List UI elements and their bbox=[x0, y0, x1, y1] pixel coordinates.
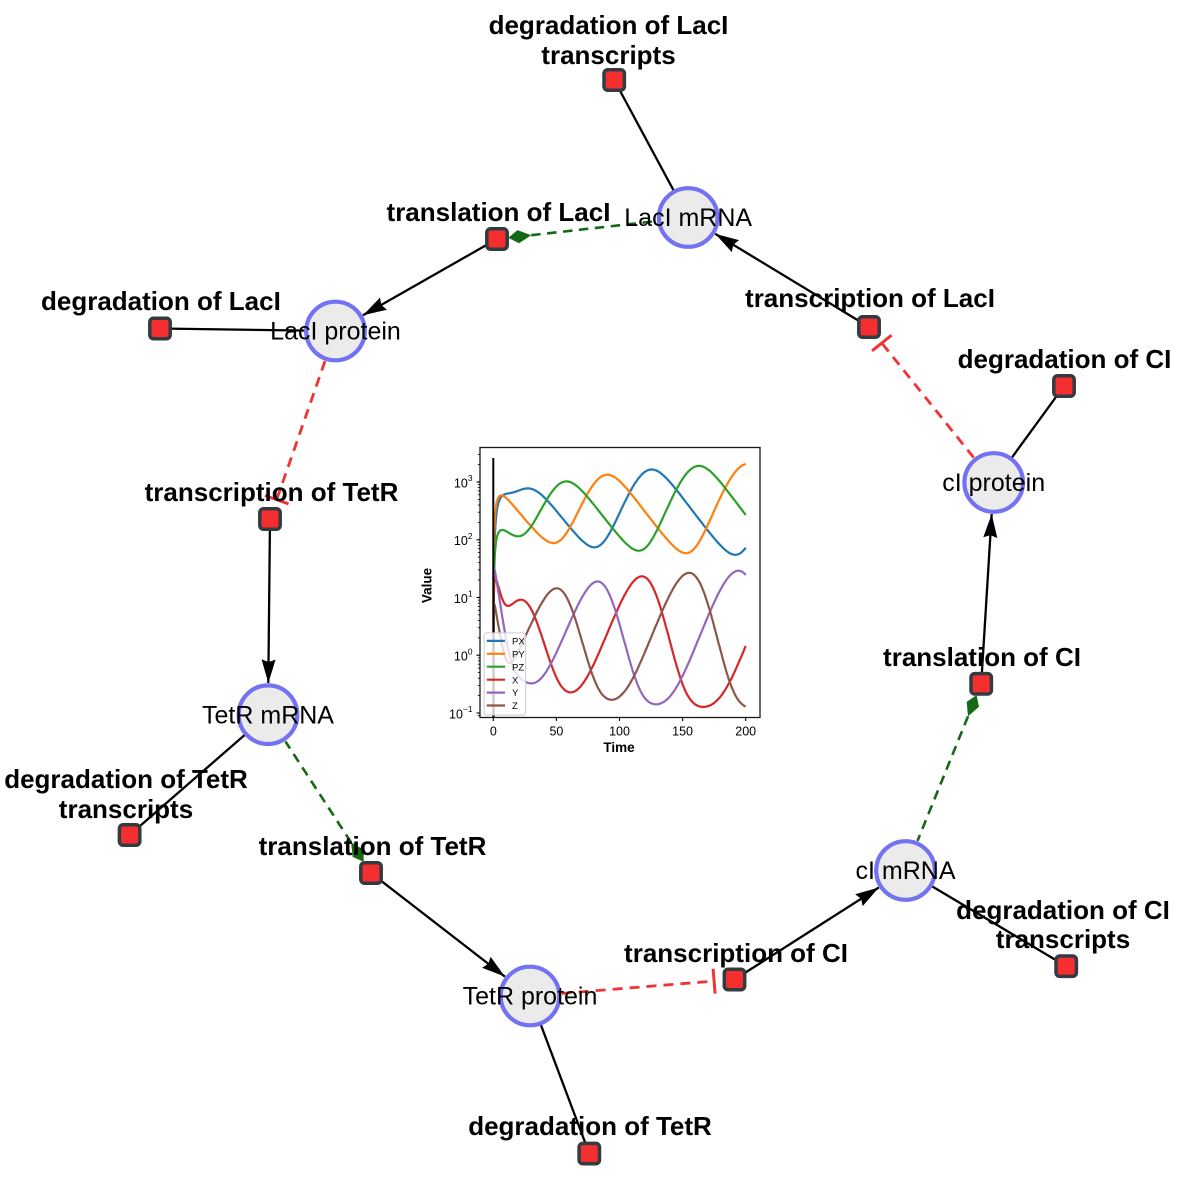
svg-text:LacI mRNA: LacI mRNA bbox=[624, 204, 752, 232]
svg-text:TetR mRNA: TetR mRNA bbox=[202, 701, 334, 729]
svg-text:degradation of CI: degradation of CI bbox=[958, 344, 1172, 374]
svg-text:degradation of CI: degradation of CI bbox=[956, 895, 1170, 925]
svg-text:150: 150 bbox=[672, 725, 693, 739]
svg-text:transcription of TetR: transcription of TetR bbox=[145, 477, 399, 507]
svg-text:50: 50 bbox=[549, 725, 563, 739]
svg-text:degradation of LacI: degradation of LacI bbox=[41, 286, 281, 316]
svg-text:cI protein: cI protein bbox=[942, 469, 1045, 497]
svg-text:200: 200 bbox=[735, 725, 756, 739]
svg-text:103: 103 bbox=[454, 473, 473, 490]
svg-text:degradation of TetR: degradation of TetR bbox=[468, 1111, 712, 1141]
svg-text:transcription of CI: transcription of CI bbox=[624, 938, 848, 968]
svg-text:degradation of LacI: degradation of LacI bbox=[489, 10, 729, 40]
svg-text:translation of CI: translation of CI bbox=[883, 642, 1081, 672]
svg-text:Z: Z bbox=[512, 701, 518, 712]
svg-text:TetR protein: TetR protein bbox=[463, 983, 598, 1011]
svg-text:10−1: 10−1 bbox=[449, 704, 473, 721]
svg-text:degradation of TetR: degradation of TetR bbox=[4, 764, 248, 794]
svg-text:Value: Value bbox=[420, 567, 435, 603]
svg-text:LacI protein: LacI protein bbox=[270, 318, 401, 346]
svg-text:100: 100 bbox=[609, 725, 630, 739]
svg-text:transcripts: transcripts bbox=[59, 794, 193, 824]
svg-text:0: 0 bbox=[490, 725, 497, 739]
svg-text:translation of TetR: translation of TetR bbox=[259, 831, 487, 861]
svg-text:translation of LacI: translation of LacI bbox=[387, 197, 611, 227]
svg-text:PX: PX bbox=[512, 637, 525, 648]
svg-text:101: 101 bbox=[454, 589, 473, 606]
svg-text:102: 102 bbox=[454, 531, 473, 548]
svg-text:Time: Time bbox=[603, 740, 635, 755]
svg-text:transcripts: transcripts bbox=[541, 40, 675, 70]
svg-text:cI mRNA: cI mRNA bbox=[856, 857, 956, 885]
svg-text:Y: Y bbox=[512, 688, 519, 699]
svg-text:transcripts: transcripts bbox=[996, 924, 1130, 954]
svg-text:X: X bbox=[512, 675, 519, 686]
svg-text:transcription of LacI: transcription of LacI bbox=[745, 283, 995, 313]
svg-text:100: 100 bbox=[454, 646, 473, 663]
svg-text:PZ: PZ bbox=[512, 662, 524, 673]
svg-text:PY: PY bbox=[512, 649, 525, 660]
